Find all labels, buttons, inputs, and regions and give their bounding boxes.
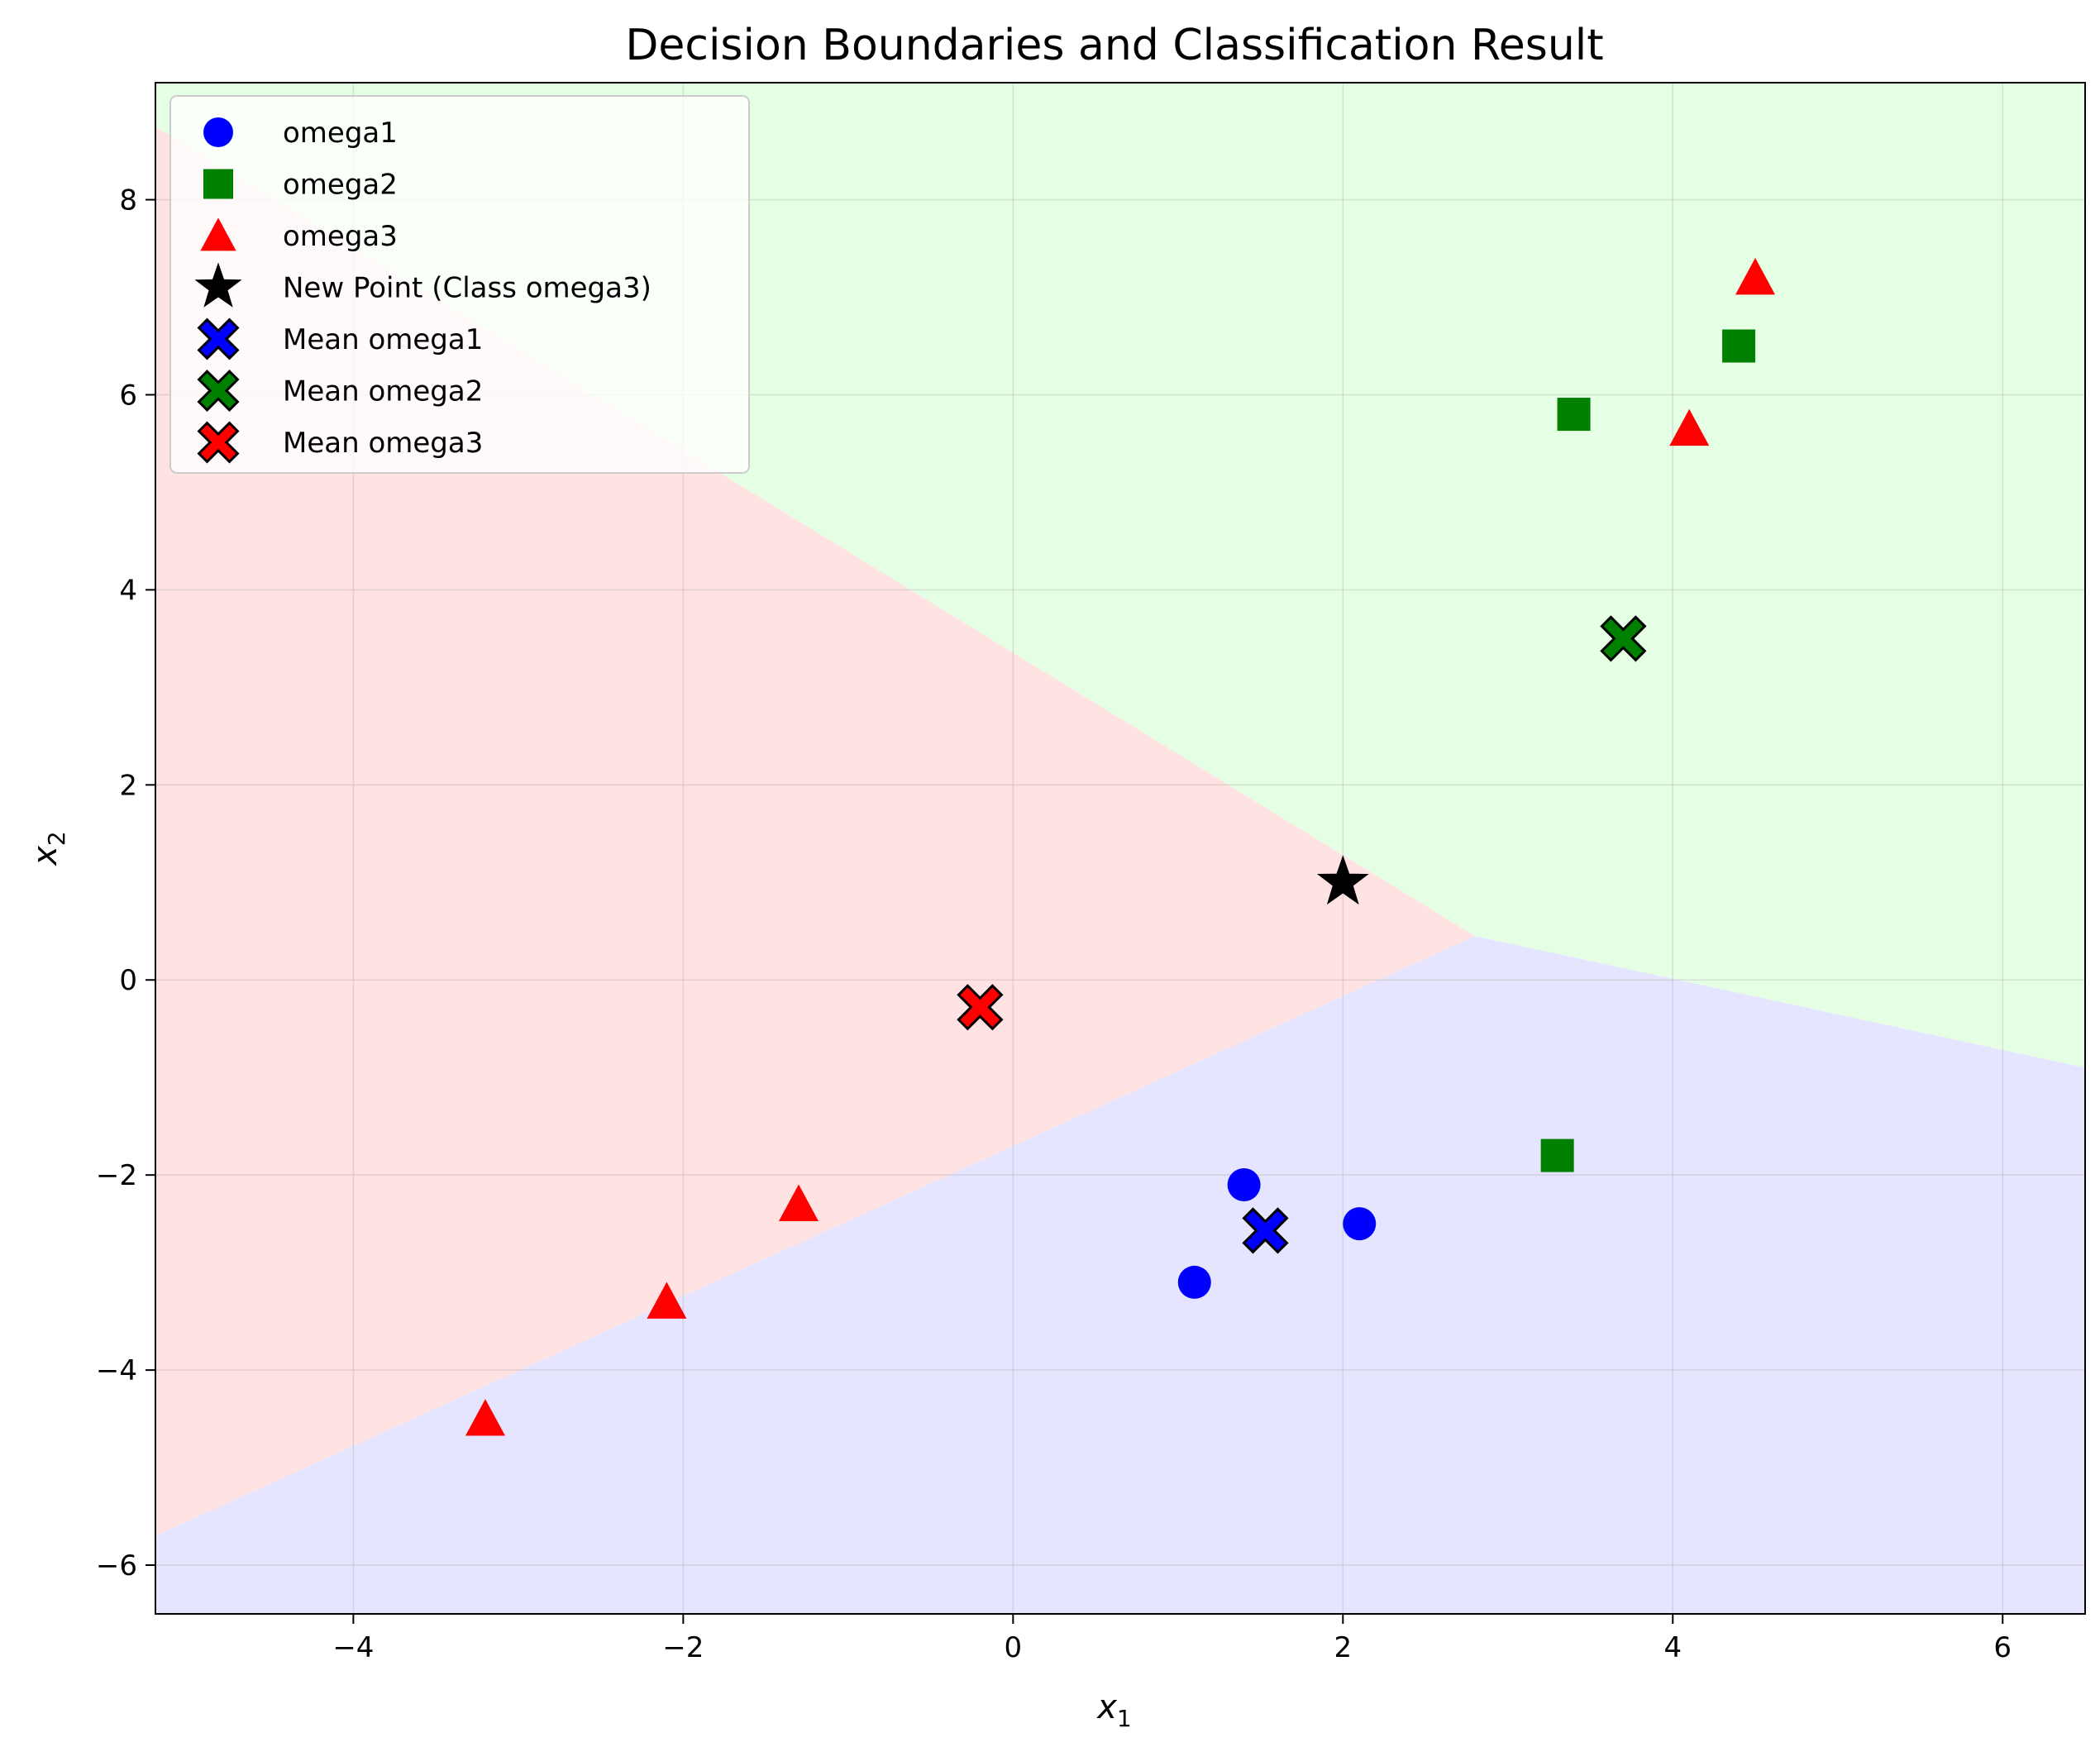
legend-marker bbox=[194, 262, 242, 308]
y-tick-label: 4 bbox=[119, 574, 137, 607]
grid bbox=[155, 83, 2085, 1614]
point-new-point-class-omega3 bbox=[1316, 855, 1369, 905]
legend-entry-label: Mean omega3 bbox=[283, 427, 483, 460]
x-tick-label: −4 bbox=[332, 1631, 374, 1664]
region-omega1 bbox=[155, 936, 2085, 1614]
x-tick-label: 2 bbox=[1334, 1631, 1352, 1664]
x-tick-label: 6 bbox=[1993, 1631, 2012, 1664]
legend-entry-label: Mean omega2 bbox=[283, 375, 483, 408]
point-omega2 bbox=[1540, 1138, 1574, 1172]
y-tick-label: −4 bbox=[96, 1354, 137, 1387]
y-axis-label: x2 bbox=[26, 831, 70, 867]
x-tick-label: −2 bbox=[662, 1631, 704, 1664]
point-omega1 bbox=[1177, 1265, 1211, 1299]
point-omega1 bbox=[1227, 1167, 1261, 1201]
y-tick-label: 2 bbox=[119, 769, 137, 802]
legend-marker bbox=[197, 317, 240, 360]
legend-entry-label: omega1 bbox=[283, 117, 398, 150]
y-tick-label: 0 bbox=[119, 964, 137, 997]
legend-marker bbox=[203, 117, 233, 147]
chart-title: Decision Boundaries and Classification R… bbox=[625, 21, 1603, 70]
point-mean-omega3 bbox=[957, 984, 1004, 1031]
point-omega3 bbox=[647, 1282, 687, 1319]
legend-marker bbox=[200, 217, 236, 251]
x-axis-label-base: x bbox=[1095, 1688, 1117, 1726]
point-omega3 bbox=[1735, 257, 1776, 295]
point-omega3 bbox=[1669, 408, 1710, 446]
point-omega2 bbox=[1557, 398, 1591, 432]
x-tick-label: 0 bbox=[1005, 1631, 1023, 1664]
point-mean-omega1 bbox=[1242, 1207, 1289, 1254]
legend-frame bbox=[169, 95, 750, 474]
data-markers bbox=[465, 257, 1776, 1436]
legend-entry-label: Mean omega1 bbox=[283, 323, 483, 356]
y-axis-label-subscript: 2 bbox=[43, 831, 70, 846]
legend-marker bbox=[197, 421, 240, 464]
legend-entry-label: New Point (Class omega3) bbox=[283, 272, 651, 305]
x-tick-label: 4 bbox=[1663, 1631, 1682, 1664]
x-axis-label-subscript: 1 bbox=[1117, 1705, 1132, 1732]
point-omega2 bbox=[1722, 329, 1756, 363]
region-omega3 bbox=[155, 126, 1475, 1536]
x-axis-ticks: −4 −2 0 2 4 6 bbox=[332, 1614, 2012, 1664]
legend-marker bbox=[203, 169, 233, 199]
y-tick-label: −2 bbox=[96, 1159, 137, 1192]
point-omega3 bbox=[465, 1399, 505, 1436]
y-axis-label-base: x bbox=[26, 846, 64, 867]
legend: omega1 omega2 omega3 New Point (Class omega… bbox=[169, 95, 750, 474]
point-omega3 bbox=[779, 1184, 819, 1221]
y-axis-ticks: −6 −4 −2 0 2 4 6 8 bbox=[96, 184, 155, 1582]
legend-entry-label: omega2 bbox=[283, 169, 398, 202]
y-tick-label: 8 bbox=[119, 184, 137, 217]
x-axis-label: x1 bbox=[1095, 1688, 1132, 1732]
plot-frame bbox=[155, 82, 2086, 1615]
legend-entry-label: omega3 bbox=[283, 220, 398, 253]
y-tick-label: −6 bbox=[96, 1549, 137, 1582]
point-omega1 bbox=[1343, 1207, 1377, 1241]
y-tick-label: 6 bbox=[119, 379, 137, 412]
point-mean-omega2 bbox=[1600, 615, 1647, 662]
legend-marker bbox=[197, 369, 240, 413]
